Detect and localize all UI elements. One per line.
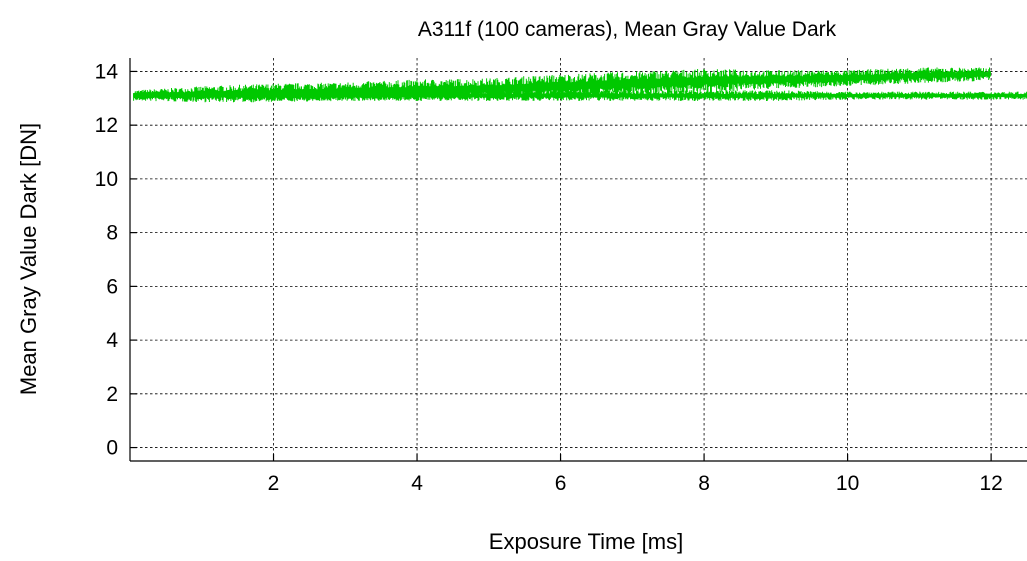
x-tick-label: 8 [698, 472, 710, 495]
y-tick-label: 0 [106, 437, 118, 460]
data-layer [133, 67, 1027, 103]
series-noise [133, 90, 1027, 101]
x-tick-label: 2 [268, 472, 280, 495]
y-axis-label: Mean Gray Value Dark [DN] [16, 123, 41, 395]
y-tick-label: 6 [106, 275, 118, 298]
x-tick-label: 12 [979, 472, 1002, 495]
x-tick-label: 6 [555, 472, 567, 495]
axes [129, 58, 1027, 462]
y-tick-label: 4 [106, 329, 118, 352]
grid [130, 58, 1027, 461]
y-tick-label: 2 [106, 383, 118, 406]
x-axis-label: Exposure Time [ms] [489, 529, 683, 554]
chart-title: A311f (100 cameras), Mean Gray Value Dar… [418, 18, 837, 41]
tick-labels: 2 4 6 8 10 12 0 2 4 6 8 10 12 14 [95, 60, 1003, 495]
y-tick-label: 8 [106, 222, 118, 245]
y-tick-label: 14 [95, 60, 119, 83]
x-tick-label: 4 [411, 472, 423, 495]
y-tick-label: 10 [95, 168, 118, 191]
series-2 [133, 90, 1027, 101]
y-tick-label: 12 [95, 114, 118, 137]
x-tick-label: 10 [836, 472, 859, 495]
